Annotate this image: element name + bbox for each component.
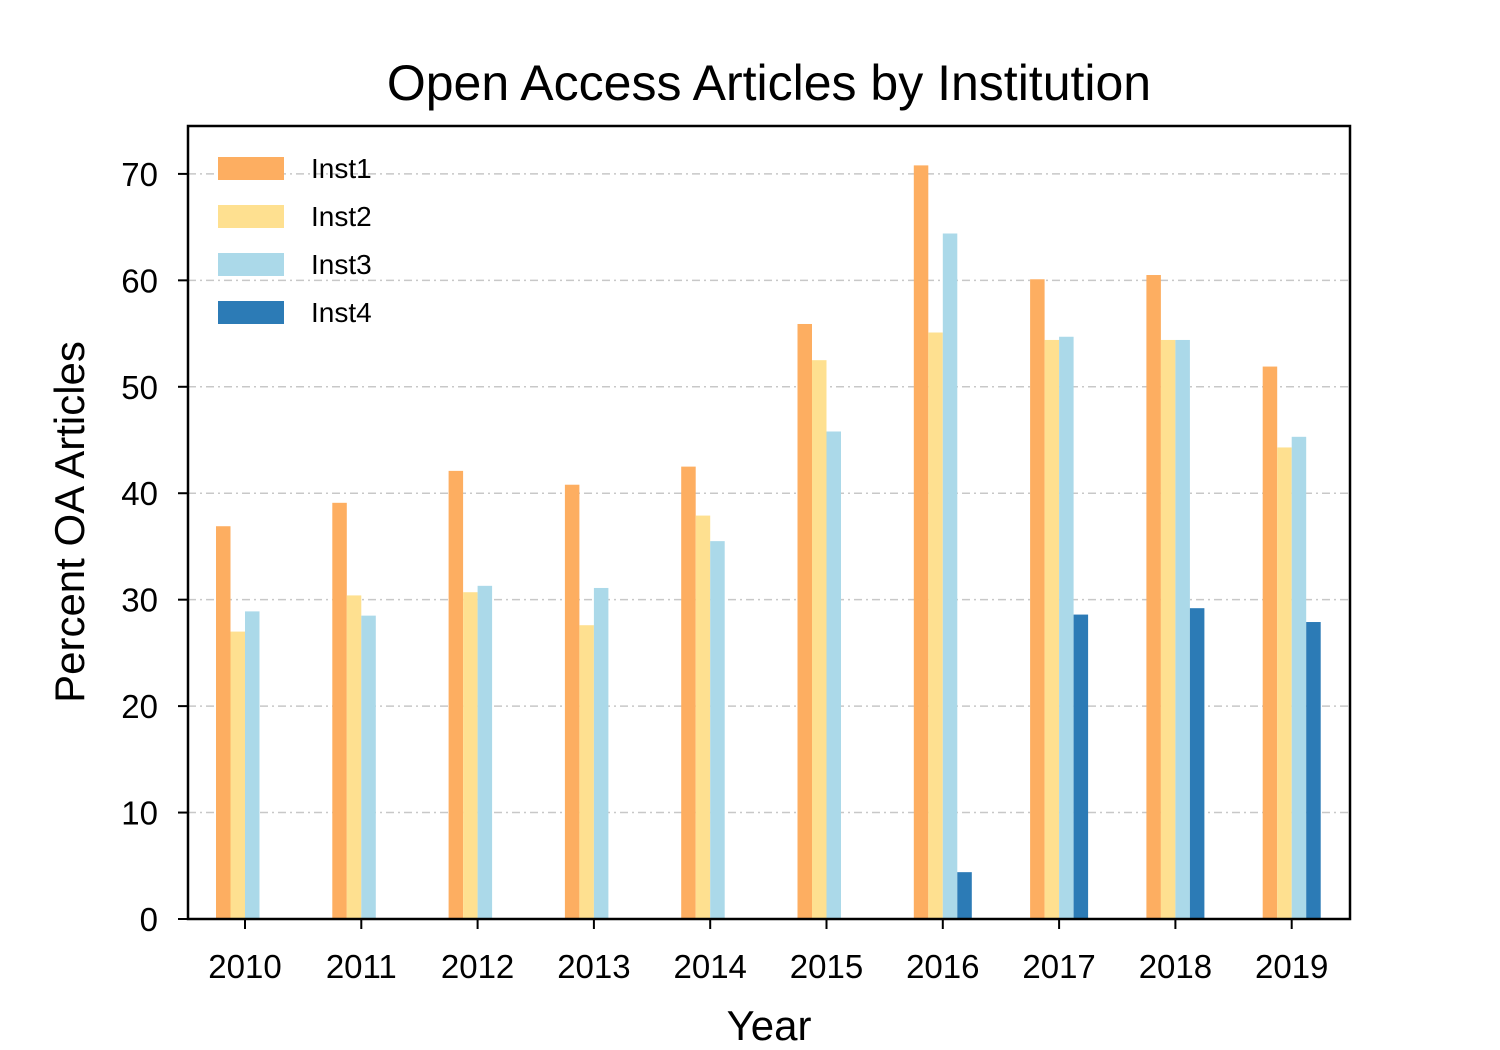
bar-inst2-2019 [1277,447,1292,919]
bar-inst1-2011 [332,502,347,919]
bar-inst3-2013 [593,587,609,919]
legend-label: Inst3 [311,249,372,280]
bar-inst1-2013 [564,484,580,919]
legend-swatch [218,157,284,180]
bar-inst1-2018 [1146,275,1161,919]
bar-inst1-2010 [216,526,231,919]
x-tick-label: 2013 [557,948,630,985]
bar-inst1-2016 [913,165,929,919]
y-axis: 0 10 20 30 40 50 60 70 [121,156,188,938]
x-tick-label: 2010 [208,948,281,985]
bar-inst3-2016 [942,233,958,919]
bar-inst3-2011 [361,615,376,919]
bar-inst2-2010 [230,631,245,919]
x-tick-label: 2014 [673,948,746,985]
bar-inst3-2015 [826,431,841,919]
bar-inst2-2012 [463,592,478,919]
plot-frame [186,124,1352,921]
bar-inst1-2012 [448,470,464,919]
x-tick-label: 2017 [1022,948,1095,985]
y-tick-label: 30 [121,582,158,619]
bar-inst3-2010 [245,611,260,919]
bar-inst4-2017 [1073,614,1089,919]
legend-swatch [218,301,284,324]
y-axis-label: Percent OA Articles [46,341,93,703]
bar-inst4-2019 [1306,622,1321,919]
bar-inst3-2019 [1291,436,1307,919]
bar-inst2-2017 [1044,339,1060,920]
bar-inst2-2011 [346,595,362,919]
x-tick-label: 2011 [326,948,397,985]
bar-inst1-2017 [1030,279,1045,920]
bar-inst1-2014 [681,466,696,919]
x-tick-label: 2012 [441,948,514,985]
x-axis: 2010 2011 2012 2013 2014 2015 2016 2017 2018 2019 [208,919,1328,985]
bar-inst3-2018 [1175,339,1190,920]
legend-label: Inst1 [311,153,372,184]
bar-inst3-2017 [1059,336,1074,919]
bar-inst2-2015 [812,360,827,919]
bar-inst3-2012 [477,585,493,919]
chart-title: Open Access Articles by Institution [387,55,1151,111]
bar-inst2-2013 [579,625,594,919]
legend-label: Inst4 [311,297,372,328]
bar-inst3-2014 [710,541,725,919]
x-tick-label: 2019 [1255,948,1328,985]
bar-inst4-2018 [1189,608,1205,919]
bar-inst2-2018 [1160,339,1176,920]
x-tick-label: 2015 [790,948,863,985]
y-tick-label: 0 [140,901,158,938]
y-tick-label: 40 [121,475,158,512]
y-tick-label: 70 [121,156,158,193]
bar-inst4-2016 [957,872,972,919]
bar-inst2-2014 [695,515,711,919]
grid-lines [188,173,1350,814]
y-tick-label: 50 [121,369,158,406]
x-axis-label: Year [727,1002,812,1049]
bar-inst1-2019 [1262,366,1278,920]
y-tick-label: 60 [121,262,158,299]
legend-swatch [218,205,284,228]
x-tick-label: 2018 [1139,948,1212,985]
bar-inst2-2016 [928,332,943,919]
legend: Inst1 Inst2 Inst3 Inst4 [218,153,372,328]
bar-inst1-2015 [797,323,812,919]
bars [216,165,1321,920]
y-tick-label: 20 [121,688,158,725]
legend-swatch [218,253,284,276]
legend-label: Inst2 [311,201,372,232]
x-tick-label: 2016 [906,948,979,985]
y-tick-label: 10 [121,795,158,832]
